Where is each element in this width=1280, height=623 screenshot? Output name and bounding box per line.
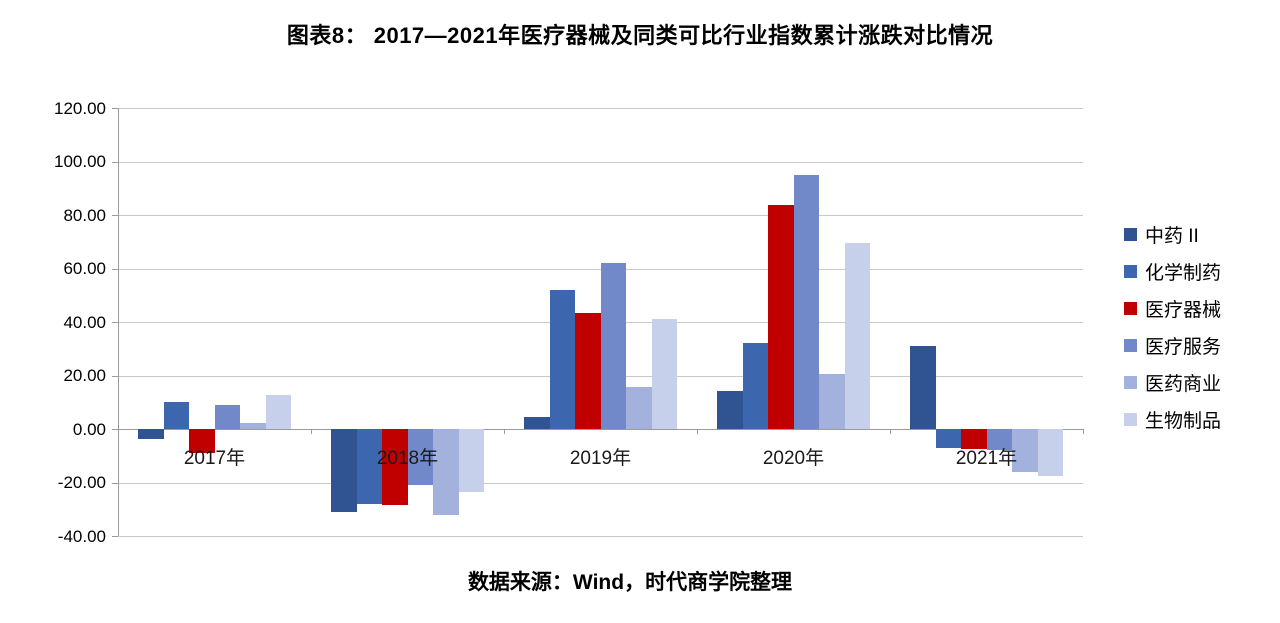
x-axis-label: 2020年 bbox=[762, 448, 825, 469]
y-axis-label: 60.00 bbox=[63, 259, 106, 278]
bar-2019年-医药商业 bbox=[626, 386, 652, 429]
y-axis-label: -20.00 bbox=[57, 473, 106, 492]
bar-2019年-中药 II bbox=[524, 417, 550, 429]
bar-2019年-医疗器械 bbox=[575, 313, 601, 429]
x-axis-tick bbox=[890, 429, 891, 434]
legend-swatch-icon bbox=[1124, 339, 1137, 352]
bar-2019年-医疗服务 bbox=[600, 262, 626, 429]
legend-label: 化学制药 bbox=[1145, 263, 1222, 284]
y-axis-tick bbox=[112, 482, 118, 484]
bar-2018年-医药商业 bbox=[433, 429, 459, 515]
x-axis-tick bbox=[311, 429, 312, 434]
legend-swatch-icon bbox=[1124, 265, 1137, 278]
x-axis-label: 2019年 bbox=[569, 448, 632, 469]
bar-2017年-中药 II bbox=[138, 429, 164, 440]
y-axis-tick bbox=[112, 536, 118, 537]
bar-2020年-化学制药 bbox=[742, 342, 768, 429]
legend-item-医疗器械: 医疗器械 bbox=[1124, 290, 1221, 327]
legend-swatch-icon bbox=[1124, 376, 1137, 389]
bar-2020年-中药 II bbox=[717, 390, 743, 429]
y-axis-tick bbox=[112, 215, 118, 216]
bar-2020年-医疗服务 bbox=[793, 174, 819, 429]
y-axis-label: 100.00 bbox=[54, 152, 106, 171]
bar-2020年-生物制品 bbox=[844, 243, 870, 429]
x-axis-tick bbox=[1083, 429, 1084, 434]
x-axis-line bbox=[118, 429, 1083, 430]
bar-2021年-医药商业 bbox=[1012, 429, 1038, 473]
bar-2021年-化学制药 bbox=[935, 429, 961, 448]
y-axis-tick bbox=[112, 322, 118, 323]
bar-2018年-医疗服务 bbox=[407, 429, 433, 486]
bar-2018年-生物制品 bbox=[458, 429, 484, 492]
legend-item-医疗服务: 医疗服务 bbox=[1124, 327, 1221, 364]
x-axis-tick bbox=[697, 429, 698, 434]
legend-label: 中药 II bbox=[1145, 226, 1199, 247]
legend-label: 医疗服务 bbox=[1145, 337, 1222, 358]
gridline bbox=[118, 536, 1083, 537]
y-axis-label: -40.00 bbox=[57, 526, 106, 546]
legend: 中药 II 化学制药医疗器械医疗服务医药商业生物制品 bbox=[1124, 216, 1221, 438]
legend-item-中药 II: 中药 II bbox=[1124, 216, 1221, 253]
bar-2019年-化学制药 bbox=[549, 290, 575, 429]
y-axis-tick bbox=[112, 161, 118, 163]
gridline bbox=[118, 215, 1083, 216]
bar-2021年-生物制品 bbox=[1037, 429, 1063, 477]
x-axis-tick bbox=[504, 429, 505, 434]
bar-2021年-医疗服务 bbox=[986, 429, 1012, 451]
legend-swatch-icon bbox=[1124, 413, 1137, 426]
source-note: 数据来源：Wind，时代商学院整理 bbox=[467, 571, 793, 594]
y-axis-label: 40.00 bbox=[63, 312, 106, 332]
bar-2018年-医疗器械 bbox=[382, 429, 408, 505]
legend-item-医药商业: 医药商业 bbox=[1124, 364, 1221, 401]
legend-item-生物制品: 生物制品 bbox=[1124, 401, 1221, 438]
y-axis-label: 20.00 bbox=[63, 366, 106, 385]
bar-2017年-医药商业 bbox=[240, 422, 266, 429]
gridline bbox=[118, 161, 1083, 163]
gridline bbox=[118, 108, 1083, 109]
bar-2019年-生物制品 bbox=[651, 318, 677, 429]
legend-swatch-icon bbox=[1124, 228, 1137, 241]
y-axis-label: 0.00 bbox=[72, 419, 106, 439]
y-axis-label: 120.00 bbox=[54, 98, 106, 118]
y-axis-tick bbox=[112, 268, 118, 270]
bar-2021年-医疗器械 bbox=[961, 429, 987, 449]
bar-2020年-医疗器械 bbox=[768, 205, 794, 429]
bar-2017年-医疗服务 bbox=[214, 405, 240, 429]
bar-2021年-中药 II bbox=[910, 345, 936, 429]
x-axis-label: 2017年 bbox=[183, 448, 246, 469]
bar-2018年-化学制药 bbox=[356, 429, 382, 504]
legend-label: 医药商业 bbox=[1145, 374, 1222, 395]
legend-item-化学制药: 化学制药 bbox=[1124, 253, 1221, 290]
y-axis-label: 80.00 bbox=[63, 205, 106, 225]
legend-label: 生物制品 bbox=[1145, 411, 1222, 432]
bar-2018年-中药 II bbox=[331, 429, 357, 513]
y-axis-tick bbox=[112, 375, 118, 377]
gridline bbox=[118, 482, 1083, 484]
bar-2020年-医药商业 bbox=[819, 374, 845, 429]
y-axis-line bbox=[118, 108, 119, 536]
legend-label: 医疗器械 bbox=[1145, 300, 1222, 321]
y-axis-tick bbox=[112, 429, 118, 430]
bar-2017年-医疗器械 bbox=[189, 429, 215, 453]
x-axis-tick bbox=[118, 429, 119, 434]
chart-title: 图表8： 2017—2021年医疗器械及同类可比行业指数累计涨跌对比情况 bbox=[286, 23, 994, 48]
legend-swatch-icon bbox=[1124, 302, 1137, 315]
bar-2017年-生物制品 bbox=[265, 394, 291, 429]
bar-2017年-化学制药 bbox=[163, 401, 189, 429]
x-axis-label: 2018年 bbox=[376, 448, 439, 469]
x-axis-label: 2021年 bbox=[955, 448, 1018, 469]
y-axis-tick bbox=[112, 108, 118, 109]
